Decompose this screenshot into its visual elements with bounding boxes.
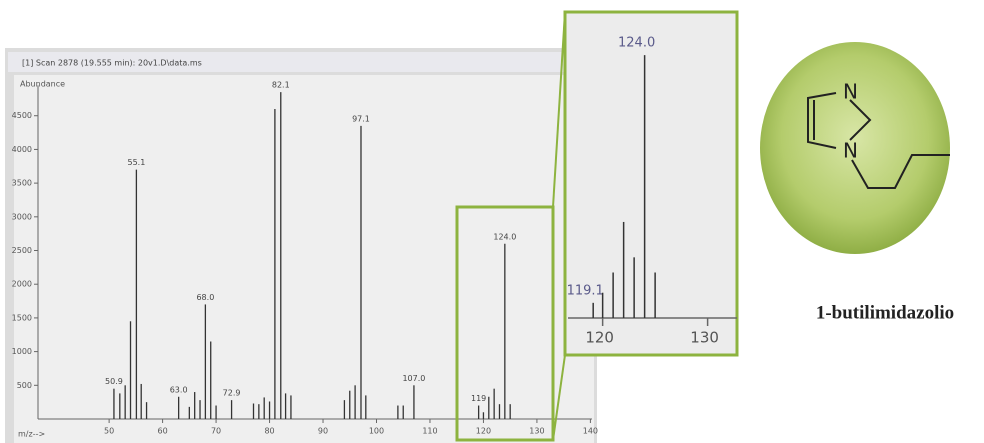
y-tick-label: 1500 <box>12 313 32 322</box>
x-tick-label: 120 <box>585 329 614 347</box>
peak-label: 72.9 <box>223 389 241 398</box>
window-title: [1] Scan 2878 (19.555 min): 20v1.D\data.… <box>22 59 202 68</box>
x-tick-label: 90 <box>318 427 328 436</box>
x-tick-label: 60 <box>158 427 168 436</box>
atom-label: N <box>843 80 858 104</box>
figure: [1] Scan 2878 (19.555 min): 20v1.D\data.… <box>0 0 984 443</box>
x-tick-label: 110 <box>422 427 437 436</box>
peak-label: 68.0 <box>196 293 214 302</box>
y-axis-label: Abundance <box>20 80 65 89</box>
x-tick-label: 80 <box>264 427 274 436</box>
y-tick-label: 1000 <box>12 347 32 356</box>
x-tick-label: 130 <box>529 427 544 436</box>
peak-label: 124.0 <box>618 36 655 51</box>
peak-label: 119 <box>471 394 486 403</box>
x-tick-label: 50 <box>104 427 114 436</box>
peak-label: 50.9 <box>105 377 123 386</box>
peak-label: 63.0 <box>170 385 188 394</box>
x-tick-label: 130 <box>690 329 719 347</box>
x-tick-label: 120 <box>476 427 491 436</box>
y-tick-label: 3500 <box>12 179 32 188</box>
peak-label: 107.0 <box>402 374 425 383</box>
peak-label: 124.0 <box>493 232 516 241</box>
y-tick-label: 2500 <box>12 246 32 255</box>
y-tick-label: 2000 <box>12 280 32 289</box>
plot-bg <box>14 75 594 443</box>
page: {"chart_data": [ {"type": "stem", "title… <box>0 0 984 443</box>
peak-label: 119.1 <box>567 283 604 298</box>
y-tick-label: 4000 <box>12 145 32 154</box>
peak-label: 97.1 <box>352 114 370 123</box>
inset-frame <box>565 12 737 355</box>
peak-label: 55.1 <box>127 158 145 167</box>
structure-name: 1-butilimidazolio <box>816 302 954 323</box>
y-tick-label: 500 <box>17 381 32 390</box>
peak-label: 82.1 <box>272 81 290 90</box>
y-tick-label: 4500 <box>12 111 32 120</box>
x-tick-label: 140 <box>583 427 598 436</box>
x-tick-label: 70 <box>211 427 221 436</box>
y-tick-label: 3000 <box>12 212 32 221</box>
x-axis-label: m/z--> <box>18 430 45 439</box>
x-tick-label: 100 <box>369 427 384 436</box>
atom-label: N <box>843 139 858 163</box>
